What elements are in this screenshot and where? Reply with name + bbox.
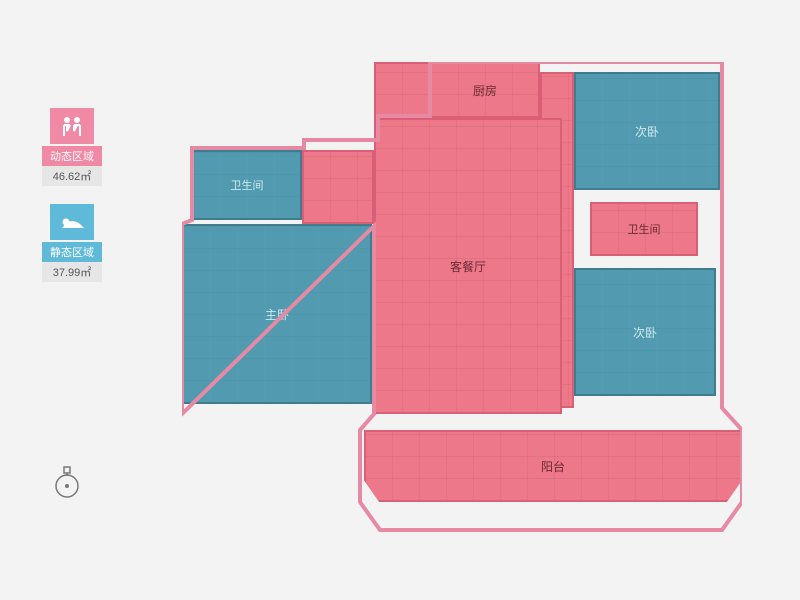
room-label-bath1: 卫生间 [231, 177, 264, 193]
legend-static-value: 37.99㎡ [42, 262, 102, 282]
room-bed1: 次卧 [574, 72, 720, 190]
room-label-bath2: 卫生间 [628, 221, 661, 237]
compass-icon [52, 464, 82, 500]
room-bath1: 卫生间 [192, 150, 302, 220]
room-label-bed1: 次卧 [635, 123, 659, 140]
room-label-bed2: 次卧 [633, 324, 657, 341]
room-label-balcony: 阳台 [541, 458, 565, 475]
legend-dynamic-title: 动态区域 [42, 146, 102, 166]
legend-static-title: 静态区域 [42, 242, 102, 262]
room-bed2: 次卧 [574, 268, 716, 396]
room-label-master: 主卧 [265, 306, 289, 323]
people-icon [50, 108, 94, 144]
room-bath2: 卫生间 [590, 202, 698, 256]
sleep-icon [50, 204, 94, 240]
room-corridor [302, 150, 374, 224]
room-label-kitchen: 厨房 [473, 82, 497, 99]
room-living: 客餐厅 [374, 118, 562, 414]
legend-dynamic: 动态区域 46.62㎡ [42, 108, 102, 186]
legend: 动态区域 46.62㎡ 静态区域 37.99㎡ [42, 108, 102, 300]
room-label-living: 客餐厅 [450, 258, 486, 275]
room-balcony: 阳台 [364, 430, 742, 502]
floorplan: 主卧卫生间次卧卫生间次卧阳台客餐厅厨房 [182, 62, 742, 540]
room-kitchen: 厨房 [430, 62, 540, 118]
room-master: 主卧 [182, 224, 372, 404]
room-living_top [374, 62, 430, 118]
legend-dynamic-value: 46.62㎡ [42, 166, 102, 186]
legend-static: 静态区域 37.99㎡ [42, 204, 102, 282]
